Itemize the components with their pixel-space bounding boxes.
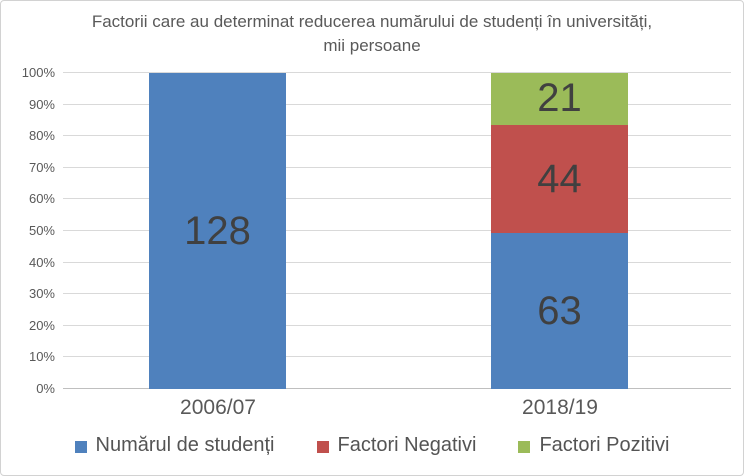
gridline-100 — [63, 72, 731, 73]
gridline-10 — [63, 356, 731, 358]
legend-label: Factori Pozitivi — [539, 434, 670, 456]
legend-label: Numărul de studenți — [95, 434, 275, 456]
chart-title-line1: Factorii care au determinat reducerea nu… — [91, 12, 653, 31]
data-label: 44 — [537, 156, 582, 201]
legend-label: Factori Negativi — [337, 434, 477, 456]
x-axis-label-2018-19: 2018/19 — [522, 396, 598, 419]
legend: Numărul de studenți Factori Negativi Facto… — [1, 434, 743, 457]
gridline-90 — [63, 103, 731, 105]
chart-title-line2: mii persoane — [323, 36, 421, 55]
x-axis-label-2006-07: 2006/07 — [180, 396, 256, 419]
y-axis-tick-label: 90% — [28, 96, 55, 112]
bar-segment: 63 — [491, 233, 628, 389]
y-axis-tick-label: 20% — [28, 317, 55, 333]
bar-2006-07: 128 — [149, 73, 286, 389]
y-axis-tick-label: 50% — [28, 223, 55, 238]
y-axis-tick-label: 0% — [36, 381, 55, 396]
gridline-80 — [63, 135, 731, 137]
y-axis-tick-label: 70% — [28, 159, 55, 175]
bar-segment: 44 — [491, 124, 628, 234]
legend-item: Factori Pozitivi — [518, 434, 669, 457]
legend-swatch-icon — [316, 440, 329, 453]
data-label: 63 — [537, 288, 582, 333]
bar-segment: 128 — [149, 73, 286, 389]
gridline-50 — [63, 230, 731, 231]
legend-item: Factori Negativi — [316, 434, 477, 457]
chart-title: Factorii care au determinat reducerea nu… — [1, 10, 743, 58]
y-axis-tick-label: 60% — [28, 191, 55, 207]
gridline-0 — [63, 388, 731, 389]
data-label: 128 — [184, 208, 251, 253]
gridline-60 — [63, 198, 731, 200]
bar-2018-19: 63 44 21 — [491, 73, 628, 389]
y-axis-tick-label: 10% — [28, 349, 55, 365]
y-axis-tick-label: 40% — [28, 254, 55, 270]
gridline-40 — [63, 261, 731, 263]
gridline-70 — [63, 166, 731, 168]
gridline-20 — [63, 324, 731, 326]
gridline-30 — [63, 293, 731, 295]
y-axis-tick-label: 30% — [28, 286, 55, 302]
plot-area: 128 63 44 21 0% 10% 20% 30% 40% 50% 60% 70% 80% 90%… — [22, 66, 731, 396]
data-label: 21 — [537, 76, 582, 121]
legend-swatch-icon — [518, 440, 531, 453]
legend-item: Numărul de studenți — [74, 434, 275, 457]
legend-swatch-icon — [74, 440, 87, 453]
y-axis-tick-label: 80% — [28, 128, 55, 144]
bar-segment: 21 — [491, 73, 628, 125]
y-axis-tick-label: 100% — [21, 65, 55, 80]
